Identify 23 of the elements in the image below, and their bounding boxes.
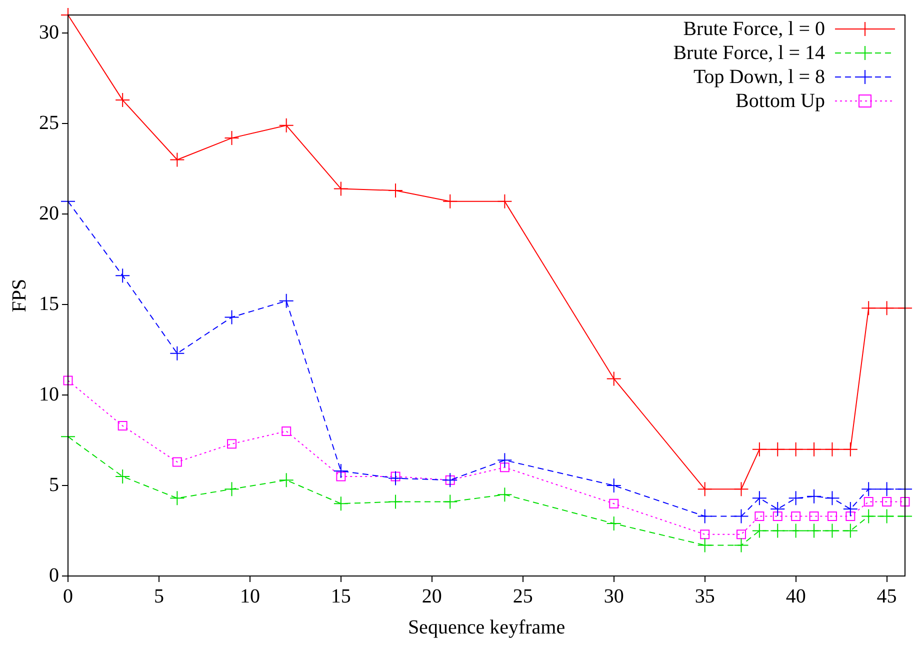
y-tick-label: 10 <box>39 383 59 406</box>
legend-label: Brute Force, l = 0 <box>683 18 825 40</box>
legend-label: Top Down, l = 8 <box>693 66 825 88</box>
x-tick-label: 20 <box>422 585 442 608</box>
y-tick-label: 30 <box>39 21 59 44</box>
x-tick-label: 0 <box>63 585 73 608</box>
y-tick-label: 5 <box>49 474 59 496</box>
x-tick-label: 35 <box>694 585 715 608</box>
x-tick-label: 25 <box>512 585 533 608</box>
x-axis-title: Sequence keyframe <box>408 616 566 638</box>
y-axis-title: FPS <box>8 278 30 312</box>
y-tick-label: 25 <box>39 112 59 134</box>
x-tick-label: 10 <box>240 585 260 608</box>
x-tick-label: 5 <box>154 585 164 608</box>
x-tick-label: 30 <box>604 585 624 608</box>
y-tick-label: 15 <box>39 292 59 315</box>
x-tick-label: 45 <box>876 585 897 608</box>
legend-label: Bottom Up <box>736 90 825 112</box>
legend-label: Brute Force, l = 14 <box>673 42 825 64</box>
y-tick-label: 0 <box>49 564 59 586</box>
x-tick-label: 15 <box>330 585 351 608</box>
x-tick-label: 40 <box>786 585 806 608</box>
y-tick-label: 20 <box>39 202 59 224</box>
